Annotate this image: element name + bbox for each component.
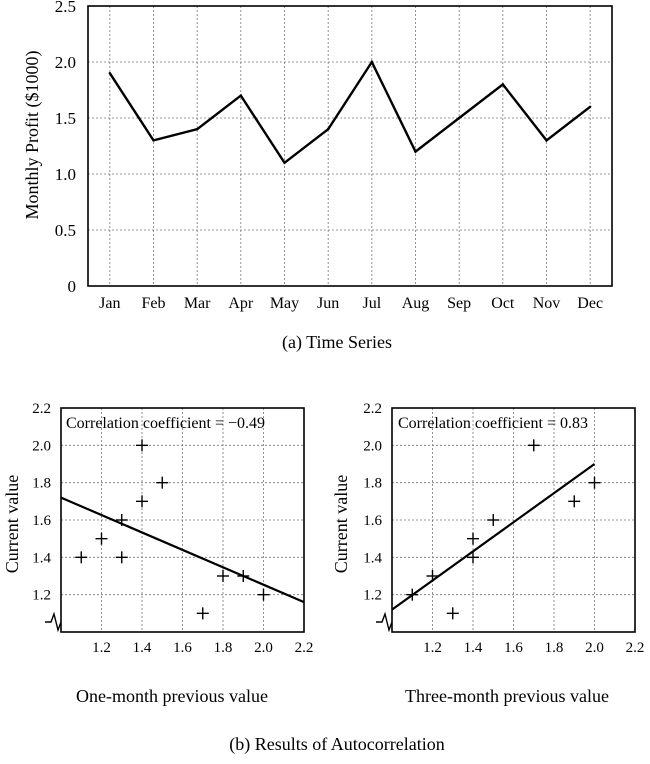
data-point-jan — [108, 72, 112, 75]
scatter-left-x-tick-label: 1.2 — [92, 640, 111, 656]
scatter-right-data-point — [467, 532, 479, 545]
scatter-left-x-tick-label: 2.2 — [295, 640, 314, 656]
scatter-left-axis-break-icon — [45, 611, 62, 633]
time-series-ylabel: Monthly Profit ($1000) — [22, 50, 43, 219]
data-point-sep — [457, 116, 461, 120]
time-series-line — [108, 59, 591, 165]
scatter-left-data-point — [257, 588, 270, 601]
y-tick-label: 2.5 — [55, 0, 76, 16]
scatter-left-xlabel: One-month previous value — [76, 686, 268, 706]
time-series-caption: (a) Time Series — [282, 332, 392, 353]
scatter-left-y-tick-label: 2.2 — [32, 401, 51, 417]
scatter-right-axis-break-icon — [376, 611, 393, 633]
scatter-left-data-point — [136, 439, 148, 452]
y-tick-label: 2.0 — [55, 53, 76, 72]
x-tick-label-mar: Mar — [184, 295, 211, 312]
scatter-left-x-tick-label: 1.6 — [173, 640, 192, 656]
scatter-left-y-tick-label: 1.8 — [32, 476, 51, 492]
time-series-tick-labels: Jan Feb Mar Apr May Jun Jul Aug Sep Oct Nov Dec 0 0.5… — [55, 0, 603, 312]
scatter-left-data-point — [217, 570, 229, 582]
scatter-left-data-point — [115, 514, 128, 526]
x-tick-label-aug: Aug — [402, 295, 430, 312]
scatter-right-xlabel: Three-month previous value — [405, 686, 609, 706]
data-point-may — [283, 161, 286, 164]
data-point-feb — [152, 139, 155, 142]
scatter-left-trendline — [60, 496, 305, 604]
scatter-right-y-tick-label: 2.2 — [363, 401, 382, 417]
data-point-jul — [370, 60, 374, 64]
y-tick-label: 0 — [68, 277, 77, 296]
autocorrelation-caption: (b) Results of Autocorrelation — [229, 734, 444, 755]
scatter-left-data-point — [237, 570, 250, 582]
scatter-left-group: 1.2 1.4 1.6 1.8 2.0 2.2 1.2 1.4 1.6 1.8 2.0 2.2 — [32, 401, 313, 656]
data-point-jun — [326, 128, 330, 131]
scatter-left-ylabel: Current value — [2, 475, 22, 573]
x-tick-label-apr: Apr — [228, 295, 254, 312]
scatter-right-y-tick-label: 1.8 — [363, 476, 382, 492]
scatter-right-data-point — [406, 588, 419, 601]
scatter-right-data-point — [527, 439, 540, 452]
scatter-right-plot-frame — [391, 407, 636, 633]
scatter-left-y-tick-label: 2.0 — [32, 438, 51, 454]
scatter-left-data-point — [196, 607, 209, 620]
time-series-grid — [87, 5, 613, 287]
x-tick-label-sep: Sep — [447, 295, 471, 312]
scatter-left-annotation: Correlation coefficient = −0.49 — [66, 415, 265, 432]
x-tick-label-dec: Dec — [577, 295, 603, 312]
scatter-left-y-tick-label: 1.2 — [32, 588, 51, 604]
y-tick-label: 0.5 — [55, 221, 76, 240]
time-series-line-group — [108, 59, 592, 165]
y-tick-label: 1.5 — [55, 109, 76, 128]
x-tick-label-feb: Feb — [142, 295, 166, 312]
scatter-right-trendline — [391, 463, 596, 611]
scatter-left-x-tick-label: 1.8 — [214, 640, 233, 656]
scatter-right-x-tick-label: 1.2 — [423, 640, 442, 656]
data-point-nov — [545, 139, 548, 142]
scatter-left-data-point — [115, 551, 128, 564]
scatter-right-y-tick-label: 1.6 — [363, 513, 382, 529]
scatter-right-x-tick-label: 1.4 — [464, 640, 483, 656]
scatter-right-y-tick-label: 1.4 — [363, 550, 382, 566]
scatter-left-x-tick-label: 2.0 — [254, 640, 273, 656]
y-tick-label: 1.0 — [55, 165, 76, 184]
x-tick-label-oct: Oct — [491, 295, 515, 312]
scatter-right-data-point — [446, 607, 459, 620]
scatter-right-y-tick-label: 1.2 — [363, 588, 382, 604]
scatter-left-data-point — [75, 551, 88, 564]
scatter-left-y-tick-label: 1.6 — [32, 513, 51, 529]
scatter-right-data-point — [467, 551, 479, 564]
data-point-oct — [501, 83, 505, 86]
x-tick-label-nov: Nov — [533, 295, 561, 312]
x-tick-label-jul: Jul — [362, 295, 381, 312]
x-tick-label-may: May — [270, 295, 299, 312]
scatter-right-data-point — [588, 476, 601, 489]
scatter-left-y-tick-label: 1.4 — [32, 550, 51, 566]
scatter-right-data-point — [426, 570, 439, 582]
data-point-mar — [195, 128, 199, 131]
scatter-right-data-point — [487, 514, 500, 526]
scatter-right-annotation: Correlation coefficient = 0.83 — [398, 415, 588, 432]
scatter-right-x-tick-label: 1.6 — [504, 640, 523, 656]
scatter-right-x-tick-label: 2.0 — [585, 640, 604, 656]
scatter-right-x-tick-label: 1.8 — [545, 640, 564, 656]
scatter-right-ylabel: Current value — [331, 475, 351, 573]
data-point-aug — [414, 150, 417, 153]
scatter-left-x-tick-label: 1.4 — [133, 640, 152, 656]
scatter-left-data-point — [156, 476, 169, 489]
time-series-plot-frame — [87, 5, 613, 287]
data-point-apr — [239, 94, 243, 97]
scatter-right-data-point — [568, 495, 581, 508]
scatter-left-data-point — [95, 532, 108, 545]
scatter-right-y-tick-label: 2.0 — [363, 438, 382, 454]
x-tick-label-jan: Jan — [99, 295, 120, 312]
scatter-left-data-point — [136, 495, 148, 508]
scatter-right-group: 1.2 1.4 1.6 1.8 2.0 2.2 1.2 1.4 1.6 1.8 2.0 2.2 — [363, 401, 644, 656]
data-point-dec — [588, 105, 592, 109]
scatter-right-x-tick-label: 2.2 — [626, 640, 645, 656]
scatter-left-plot-frame — [60, 407, 305, 633]
x-tick-label-jun: Jun — [317, 295, 339, 312]
